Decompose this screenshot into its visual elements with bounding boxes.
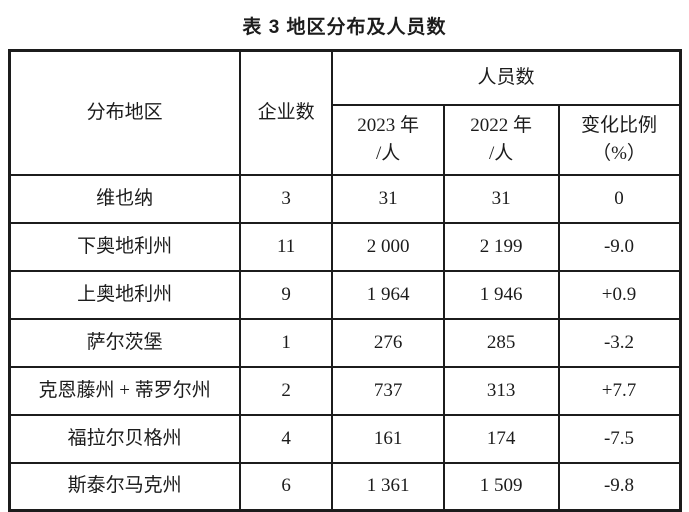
region-cell: 福拉尔贝格州 [8, 413, 241, 464]
change-cell: +0.9 [557, 269, 682, 320]
table-row: 福拉尔贝格州 4 161 174 -7.5 [8, 413, 682, 464]
region-cell: 萨尔茨堡 [8, 317, 241, 368]
change-cell: +7.7 [557, 365, 682, 416]
header-enterprises: 企业数 [238, 49, 334, 176]
regions-table: 分布地区 企业数 人员数 2023 年 /人 2022 年 /人 变化比例 （%… [7, 49, 682, 512]
personnel-2022-cell: 285 [442, 317, 560, 368]
table-row: 萨尔茨堡 1 276 285 -3.2 [8, 317, 682, 368]
table-row: 下奥地利州 11 2 000 2 199 -9.0 [8, 221, 682, 272]
region-cell: 克恩藤州 + 蒂罗尔州 [8, 365, 241, 416]
table-row: 克恩藤州 + 蒂罗尔州 2 737 313 +7.7 [8, 365, 682, 416]
personnel-2023-cell: 2 000 [331, 221, 445, 272]
region-cell: 上奥地利州 [8, 269, 241, 320]
header-row-top: 分布地区 企业数 人员数 [8, 49, 681, 176]
header-personnel-group: 人员数 [331, 49, 681, 106]
change-cell: -9.0 [557, 221, 682, 272]
enterprises-cell: 3 [238, 173, 334, 224]
personnel-2022-cell: 31 [442, 173, 560, 224]
enterprises-cell: 4 [238, 413, 334, 464]
personnel-2022-cell: 174 [442, 413, 560, 464]
header-year-2023: 2023 年 /人 [331, 103, 445, 176]
personnel-2023-cell: 737 [331, 365, 445, 416]
region-cell: 维也纳 [8, 173, 241, 224]
personnel-2023-cell: 1 964 [331, 269, 445, 320]
change-cell: -9.8 [557, 461, 682, 512]
personnel-2022-cell: 313 [442, 365, 560, 416]
enterprises-cell: 6 [238, 461, 334, 512]
header-change-ratio: 变化比例 （%） [557, 103, 682, 176]
change-cell: -7.5 [557, 413, 682, 464]
enterprises-cell: 2 [238, 365, 334, 416]
personnel-2022-cell: 2 199 [442, 221, 560, 272]
personnel-2023-cell: 276 [331, 317, 445, 368]
enterprises-cell: 9 [238, 269, 334, 320]
personnel-2022-cell: 1 946 [442, 269, 560, 320]
table-title: 表 3 地区分布及人员数 [242, 17, 447, 38]
table-row: 上奥地利州 9 1 964 1 946 +0.9 [8, 269, 682, 320]
change-cell: -3.2 [557, 317, 682, 368]
table-row: 斯泰尔马克州 6 1 361 1 509 -9.8 [8, 461, 682, 512]
header-row-sub: 2023 年 /人 2022 年 /人 变化比例 （%） [9, 103, 682, 176]
region-cell: 下奥地利州 [8, 221, 241, 272]
header-year-2022: 2022 年 /人 [442, 103, 560, 176]
personnel-2023-cell: 1 361 [331, 461, 445, 512]
personnel-2023-cell: 161 [331, 413, 445, 464]
change-cell: 0 [557, 173, 682, 224]
region-cell: 斯泰尔马克州 [8, 461, 241, 512]
enterprises-cell: 1 [238, 317, 334, 368]
table-row: 维也纳 3 31 31 0 [8, 173, 682, 224]
personnel-2023-cell: 31 [331, 173, 445, 224]
personnel-2022-cell: 1 509 [442, 461, 560, 512]
enterprises-cell: 11 [238, 221, 334, 272]
header-region: 分布地区 [8, 49, 241, 176]
